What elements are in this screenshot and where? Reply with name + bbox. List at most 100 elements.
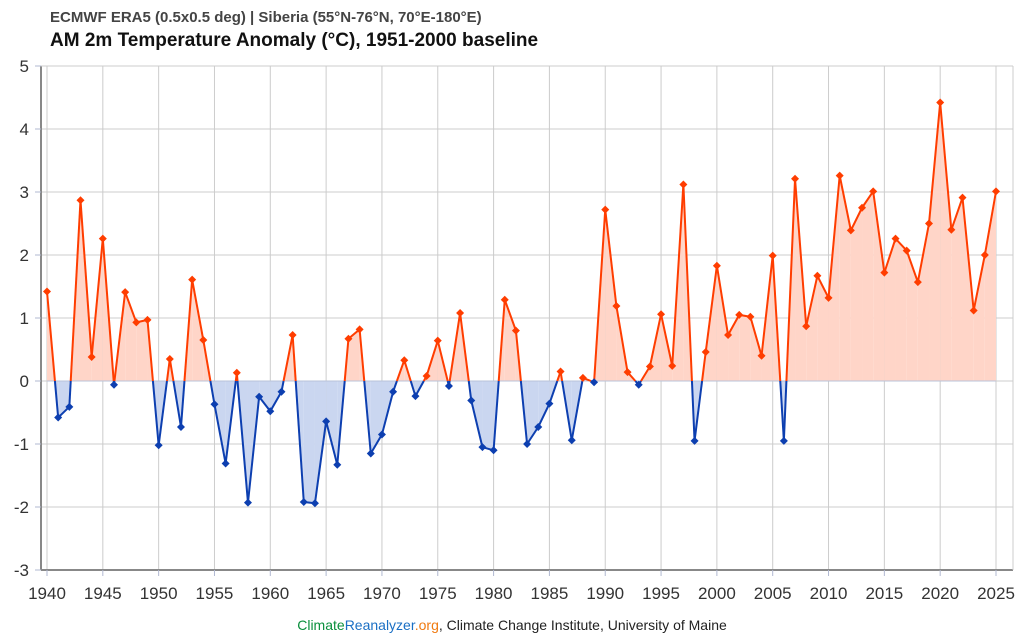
data-point-1996	[668, 361, 677, 370]
data-point-1992	[623, 368, 632, 377]
area-negative	[259, 381, 271, 412]
data-point-1962	[288, 331, 297, 340]
series-line-segment	[403, 359, 412, 382]
series-line-segment	[325, 421, 339, 466]
series-line-segment	[213, 404, 227, 464]
x-tick-label: 1940	[28, 584, 66, 603]
area-negative	[314, 381, 327, 504]
area-negative	[538, 381, 550, 427]
series-line-segment	[168, 358, 175, 382]
series-line-segment	[101, 238, 115, 382]
area-positive	[828, 175, 840, 381]
series-line-segment	[269, 391, 283, 412]
area-negative	[482, 381, 494, 451]
x-tick-label: 2020	[921, 584, 959, 603]
data-point-1942	[65, 402, 74, 411]
series-line-segment	[905, 250, 919, 283]
series-line-segment	[395, 359, 406, 382]
data-point-1980	[489, 446, 498, 455]
data-point-1940	[43, 287, 51, 296]
series-line-segment	[715, 265, 730, 336]
data-point-2019	[925, 219, 934, 228]
area-positive	[739, 314, 751, 381]
series-line-segment	[425, 340, 439, 377]
x-tick-label: 2000	[698, 584, 736, 603]
series-line-segment	[604, 209, 618, 307]
series-line-segment	[805, 275, 819, 327]
data-point-2024	[980, 251, 989, 259]
data-point-1958	[243, 498, 252, 507]
series-line-segment	[537, 403, 551, 428]
data-point-1959	[255, 392, 264, 401]
data-point-1957	[232, 368, 241, 377]
series-line-segment	[246, 396, 261, 503]
area-negative	[527, 381, 539, 444]
series-line-segment	[369, 434, 383, 454]
series-line-segment	[448, 312, 462, 382]
series-line-segment	[157, 380, 168, 446]
data-point-1982	[511, 326, 520, 335]
data-point-1964	[310, 499, 319, 508]
series-line-segment	[179, 380, 186, 428]
x-tick-label: 1970	[363, 584, 401, 603]
x-tick-label: 2015	[865, 584, 903, 603]
data-point-2016	[891, 234, 900, 243]
data-point-1953	[188, 275, 197, 284]
data-point-1974	[422, 371, 431, 380]
data-point-1975	[433, 336, 442, 345]
data-point-2011	[835, 171, 844, 180]
x-tick-label: 2025	[977, 584, 1015, 603]
x-tick-label: 1985	[530, 584, 568, 603]
y-tick-label: 3	[20, 183, 29, 202]
data-point-1944	[87, 353, 96, 362]
area-positive	[917, 223, 930, 381]
data-point-2022	[958, 193, 967, 202]
series-line-segment	[514, 330, 522, 382]
series-line-segment	[224, 380, 237, 464]
data-point-1999	[701, 348, 710, 357]
data-point-1997	[679, 180, 688, 189]
area-negative	[303, 381, 315, 504]
area-positive	[750, 316, 762, 381]
area-negative	[214, 381, 226, 464]
series-line-segment	[282, 334, 294, 382]
series-line-segment	[497, 299, 506, 382]
area-positive	[940, 102, 952, 381]
data-point-1949	[143, 315, 152, 324]
data-point-2023	[969, 306, 978, 315]
area-positive	[125, 292, 137, 381]
footer-link-climate[interactable]: Climate	[297, 617, 345, 633]
series-line-segment	[782, 380, 788, 441]
footer-link-reanalyzer[interactable]: Reanalyzer	[344, 617, 415, 633]
series-line-segment	[151, 380, 160, 446]
data-point-1956	[221, 459, 230, 468]
y-tick-label: -1	[14, 435, 29, 454]
series-line-segment	[459, 312, 470, 382]
series-line-segment	[972, 254, 986, 311]
series-line-segment	[561, 380, 573, 441]
data-point-1960	[266, 407, 275, 416]
series-line-segment	[816, 275, 830, 299]
area-positive	[192, 279, 204, 381]
data-point-1998	[690, 436, 699, 445]
area-negative	[471, 381, 483, 448]
data-point-1967	[344, 334, 353, 343]
area-positive	[895, 238, 907, 381]
data-point-1977	[456, 308, 465, 317]
x-tick-label: 1955	[196, 584, 234, 603]
data-point-1991	[612, 302, 621, 311]
series-line-segment	[983, 191, 997, 256]
series-line-segment	[961, 197, 975, 311]
series-line-segment	[849, 207, 863, 231]
data-point-1976	[444, 382, 453, 391]
data-point-2004	[757, 351, 766, 360]
area-positive	[504, 299, 516, 381]
data-point-1993	[634, 380, 643, 389]
footer-link-org[interactable]: .org	[414, 617, 439, 633]
area-negative	[326, 381, 338, 465]
series-line-segment	[701, 351, 707, 382]
series-line-segment	[928, 102, 942, 224]
series-line-segment	[648, 314, 663, 367]
y-tick-label: 2	[20, 246, 29, 265]
data-point-1945	[98, 234, 107, 243]
